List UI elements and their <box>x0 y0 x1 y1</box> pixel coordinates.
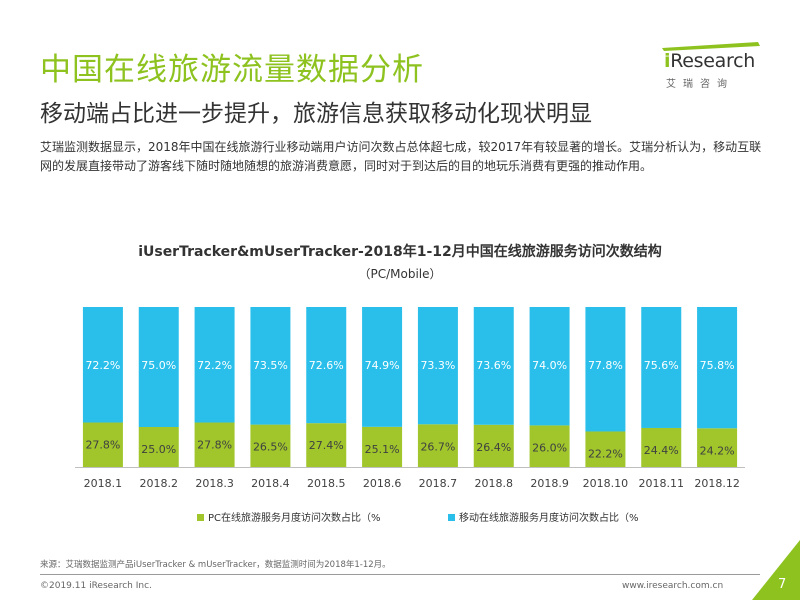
label-mobile-2018.3: 72.2% <box>197 359 232 372</box>
bar-pc-2018.1 <box>82 422 123 467</box>
label-mobile-2018.4: 73.5% <box>253 359 288 372</box>
page-title: 中国在线旅游流量数据分析 <box>40 52 424 88</box>
label-pc-2018.6: 25.1% <box>365 443 400 456</box>
bar-mobile-2018.7 <box>417 307 458 425</box>
logo-swoosh-icon <box>662 42 760 51</box>
label-mobile-2018.11: 75.6% <box>644 359 679 372</box>
bar-pc-2018.7 <box>417 424 458 467</box>
x-tick-label-2018.8: 2018.8 <box>475 477 514 490</box>
copyright-text: ©2019.11 iResearch Inc. <box>40 581 152 591</box>
logo-wordmark: iResearch <box>664 50 755 72</box>
label-pc-2018.12: 24.2% <box>700 444 735 457</box>
bar-pc-2018.5 <box>306 423 347 467</box>
legend-item-pc: PC在线旅游服务月度访问次数占比（% <box>197 509 381 524</box>
bar-mobile-2018.12 <box>697 307 738 429</box>
label-mobile-2018.2: 75.0% <box>141 359 176 372</box>
website-link[interactable]: www.iresearch.com.cn <box>622 581 724 591</box>
label-mobile-2018.7: 73.3% <box>420 359 455 372</box>
bar-mobile-2018.1 <box>82 307 123 423</box>
label-mobile-2018.6: 74.9% <box>365 359 400 372</box>
bar-mobile-2018.11 <box>641 307 682 428</box>
label-mobile-2018.8: 73.6% <box>476 359 511 372</box>
bar-mobile-2018.6 <box>362 307 403 427</box>
label-pc-2018.9: 26.0% <box>532 441 567 454</box>
label-pc-2018.4: 26.5% <box>253 441 288 454</box>
x-tick-label-2018.12: 2018.12 <box>694 477 740 490</box>
page-subtitle: 移动端占比进一步提升，旅游信息获取移动化现状明显 <box>40 101 592 127</box>
legend-item-mobile: 移动在线旅游服务月度访问次数占比（% <box>448 509 639 524</box>
page-number: 7 <box>778 577 787 592</box>
bar-mobile-2018.8 <box>473 307 514 425</box>
bar-pc-2018.3 <box>194 422 235 467</box>
bar-mobile-2018.9 <box>529 307 570 426</box>
legend-label-mobile: 移动在线旅游服务月度访问次数占比（% <box>459 513 639 524</box>
bar-mobile-2018.10 <box>585 307 626 432</box>
logo-name: Research <box>670 50 755 72</box>
label-pc-2018.5: 27.4% <box>309 439 344 452</box>
label-pc-2018.2: 25.0% <box>141 443 176 456</box>
x-tick-label-2018.10: 2018.10 <box>583 477 629 490</box>
x-tick-label-2018.1: 2018.1 <box>84 477 123 490</box>
x-tick-label-2018.2: 2018.2 <box>140 477 179 490</box>
legend-label-pc: PC在线旅游服务月度访问次数占比（% <box>208 513 381 524</box>
bar-pc-2018.11 <box>641 427 682 467</box>
label-pc-2018.8: 26.4% <box>476 441 511 454</box>
bar-mobile-2018.4 <box>250 307 291 425</box>
x-tick-label-2018.9: 2018.9 <box>530 477 569 490</box>
x-tick-label-2018.4: 2018.4 <box>251 477 290 490</box>
label-pc-2018.7: 26.7% <box>420 440 455 453</box>
chart-title: iUserTracker&mUserTracker-2018年1-12月中国在线… <box>138 244 662 260</box>
label-mobile-2018.5: 72.6% <box>309 359 344 372</box>
bar-pc-2018.8 <box>473 424 514 467</box>
legend-swatch-pc <box>197 514 204 521</box>
chart-subtitle: （PC/Mobile） <box>358 267 442 281</box>
legend-swatch-mobile <box>448 514 455 521</box>
intro-paragraph: 艾瑞监测数据显示，2018年中国在线旅游行业移动端用户访问次数占总体超七成，较2… <box>40 140 762 173</box>
x-tick-label-2018.11: 2018.11 <box>639 477 685 490</box>
logo-subtitle: 艾瑞咨询 <box>666 79 734 90</box>
label-mobile-2018.1: 72.2% <box>85 359 120 372</box>
label-pc-2018.1: 27.8% <box>85 439 120 452</box>
source-note: 来源：艾瑞数据监测产品iUserTracker & mUserTracker，数… <box>40 560 391 570</box>
logo-i: i <box>664 50 671 72</box>
footer-divider <box>40 574 760 575</box>
label-mobile-2018.12: 75.8% <box>700 359 735 372</box>
bar-pc-2018.12 <box>697 428 738 467</box>
label-mobile-2018.9: 74.0% <box>532 359 567 372</box>
x-tick-label-2018.6: 2018.6 <box>363 477 402 490</box>
label-pc-2018.3: 27.8% <box>197 439 232 452</box>
x-tick-label-2018.5: 2018.5 <box>307 477 346 490</box>
bar-pc-2018.10 <box>585 431 626 467</box>
iresearch-logo: iResearch 艾瑞咨询 <box>656 40 766 90</box>
page-corner-triangle <box>752 540 800 600</box>
bar-pc-2018.2 <box>138 427 179 467</box>
label-pc-2018.11: 24.4% <box>644 444 679 457</box>
label-mobile-2018.10: 77.8% <box>588 359 623 372</box>
bar-mobile-2018.2 <box>138 307 179 427</box>
bar-pc-2018.6 <box>362 426 403 467</box>
bar-mobile-2018.3 <box>194 307 235 423</box>
x-tick-label-2018.7: 2018.7 <box>419 477 458 490</box>
bar-pc-2018.9 <box>529 425 570 467</box>
x-tick-label-2018.3: 2018.3 <box>195 477 234 490</box>
bar-pc-2018.4 <box>250 424 291 467</box>
label-pc-2018.10: 22.2% <box>588 447 623 460</box>
bar-mobile-2018.5 <box>306 307 347 424</box>
